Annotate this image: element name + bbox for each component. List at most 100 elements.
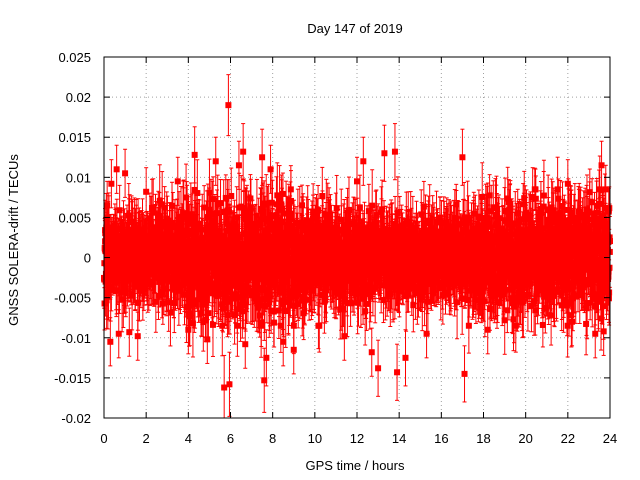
data-point [204, 241, 211, 248]
data-point [198, 239, 205, 246]
data-point [315, 280, 322, 287]
data-point [222, 194, 229, 201]
data-point [224, 312, 231, 319]
data-point [232, 295, 239, 302]
data-point [155, 221, 162, 228]
data-point [225, 208, 232, 215]
data-point [223, 220, 230, 227]
data-point [275, 228, 282, 235]
data-point [244, 284, 251, 291]
data-point [304, 218, 311, 225]
data-point [295, 301, 302, 308]
data-point [228, 192, 235, 199]
data-point [273, 201, 280, 208]
data-point [208, 248, 215, 255]
data-point [215, 248, 222, 255]
data-point [280, 298, 287, 305]
data-point [215, 289, 222, 296]
data-point [148, 205, 155, 212]
data-point [159, 218, 166, 225]
data-point [149, 281, 156, 288]
data-point [183, 194, 190, 201]
data-point [198, 310, 205, 317]
data-point [185, 231, 192, 238]
data-point [276, 196, 283, 203]
data-point [217, 200, 224, 207]
data-point [113, 278, 120, 285]
data-point [210, 196, 217, 203]
data-point [205, 310, 212, 317]
data-point [183, 212, 190, 219]
data-point [249, 220, 256, 227]
data-point [272, 279, 279, 286]
data-point [104, 290, 111, 297]
data-point [146, 215, 153, 222]
data-point [311, 280, 318, 287]
data-point [223, 278, 230, 285]
data-point [267, 281, 274, 288]
data-point [209, 321, 216, 328]
data-point [196, 285, 203, 292]
data-point [169, 202, 176, 209]
data-point [242, 301, 249, 308]
data-point [206, 189, 213, 196]
data-point [196, 221, 203, 228]
data-point [242, 263, 249, 270]
data-point [219, 322, 226, 329]
data-point [194, 190, 201, 197]
data-point [316, 322, 323, 329]
data-point [224, 288, 231, 295]
data-point [310, 208, 317, 215]
data-point [209, 280, 216, 287]
data-point [300, 310, 307, 317]
data-point [313, 212, 320, 219]
data-point [177, 286, 184, 293]
data-point [178, 281, 185, 288]
data-point [301, 248, 308, 255]
data-point [203, 227, 210, 234]
data-point [192, 300, 199, 307]
data-point [129, 292, 136, 299]
data-point [234, 322, 241, 329]
data-point [220, 208, 227, 215]
data-point [167, 309, 174, 316]
data-point [255, 301, 262, 308]
data-point [218, 248, 225, 255]
data-point [181, 291, 188, 298]
data-point [185, 289, 192, 296]
data-point [174, 270, 181, 277]
data-point [287, 210, 294, 217]
data-point [107, 283, 114, 290]
data-point [195, 226, 202, 233]
data-point [234, 230, 241, 237]
data-point [256, 312, 263, 319]
data-point [191, 186, 198, 193]
data-point [119, 296, 126, 303]
data-point [194, 280, 201, 287]
data-point [108, 286, 115, 293]
data-point [299, 202, 306, 209]
data-point [274, 192, 281, 199]
data-point [243, 209, 250, 216]
data-point [261, 302, 268, 309]
data-point [276, 289, 283, 296]
data-point [101, 300, 108, 307]
data-point [253, 212, 260, 219]
data-point [191, 268, 198, 275]
data-point [209, 210, 216, 217]
data-point [151, 267, 158, 274]
data-point [277, 322, 284, 329]
data-point [309, 287, 316, 294]
data-point [135, 225, 142, 232]
data-point [289, 302, 296, 309]
data-point [310, 230, 317, 237]
data-point [285, 298, 292, 305]
data-point [173, 224, 180, 231]
data-point [150, 209, 157, 216]
data-point [158, 288, 165, 295]
data-point [294, 290, 301, 297]
data-point [220, 274, 227, 281]
data-point [120, 230, 127, 237]
data-layer [101, 74, 613, 419]
